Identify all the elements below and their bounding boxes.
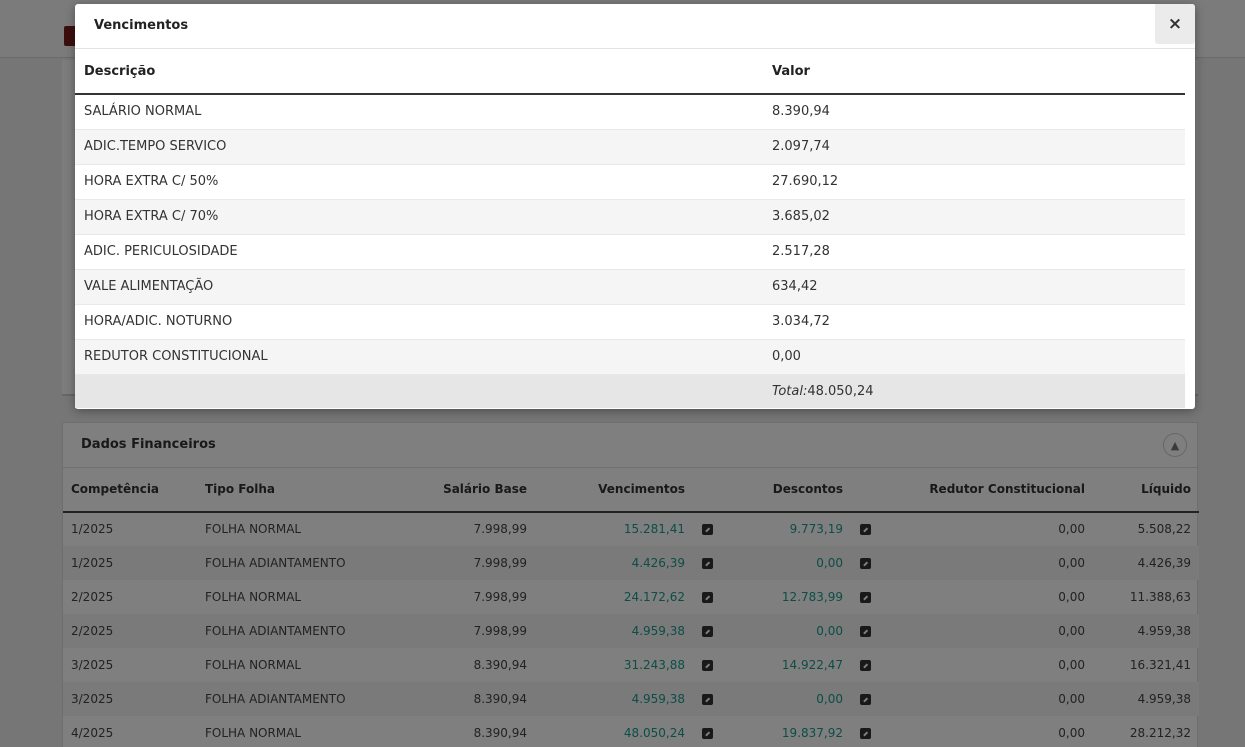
total-value: 48.050,24 — [807, 383, 874, 399]
total-cell: Total:48.050,24 — [763, 374, 1185, 408]
table-row: ADIC.TEMPO SERVICO 2.097,74 — [75, 129, 1185, 165]
col-descricao: Descrição — [75, 49, 763, 95]
total-row: Total:48.050,24 — [75, 374, 1185, 408]
row-value: 2.097,74 — [763, 129, 1185, 165]
col-valor: Valor — [763, 49, 1185, 95]
row-value: 2.517,28 — [763, 234, 1185, 270]
row-value: 3.685,02 — [763, 199, 1185, 235]
table-row: SALÁRIO NORMAL 8.390,94 — [75, 94, 1185, 130]
vencimentos-table: Descrição Valor SALÁRIO NORMAL 8.390,94 AD… — [75, 49, 1185, 408]
row-value: 27.690,12 — [763, 164, 1185, 200]
vencimentos-modal: Vencimentos × Descrição Valor SALÁRIO NO… — [75, 4, 1195, 409]
row-value: 0,00 — [763, 339, 1185, 375]
row-value: 3.034,72 — [763, 304, 1185, 340]
row-description: ADIC. PERICULOSIDADE — [75, 234, 763, 270]
modal-header: Vencimentos — [75, 4, 1195, 49]
row-description: HORA EXTRA C/ 70% — [75, 199, 763, 235]
vencimentos-table-body: SALÁRIO NORMAL 8.390,94 ADIC.TEMPO SERVICO… — [75, 94, 1185, 375]
table-row: VALE ALIMENTAÇÃO 634,42 — [75, 269, 1185, 305]
table-row: ADIC. PERICULOSIDADE 2.517,28 — [75, 234, 1185, 270]
modal-title: Vencimentos — [94, 18, 189, 33]
row-description: SALÁRIO NORMAL — [75, 94, 763, 130]
row-value: 8.390,94 — [763, 94, 1185, 130]
table-row: HORA EXTRA C/ 50% 27.690,12 — [75, 164, 1185, 200]
table-row: HORA/ADIC. NOTURNO 3.034,72 — [75, 304, 1185, 340]
row-description: ADIC.TEMPO SERVICO — [75, 129, 763, 165]
close-button[interactable]: × — [1155, 4, 1195, 44]
row-description: VALE ALIMENTAÇÃO — [75, 269, 763, 305]
table-row: REDUTOR CONSTITUCIONAL 0,00 — [75, 339, 1185, 375]
vencimentos-table-header: Descrição Valor — [75, 49, 1185, 95]
total-spacer — [75, 374, 763, 408]
total-label: Total: — [772, 383, 808, 399]
row-description: HORA/ADIC. NOTURNO — [75, 304, 763, 340]
row-description: HORA EXTRA C/ 50% — [75, 164, 763, 200]
row-value: 634,42 — [763, 269, 1185, 305]
row-description: REDUTOR CONSTITUCIONAL — [75, 339, 763, 375]
close-icon: × — [1167, 14, 1183, 34]
table-row: HORA EXTRA C/ 70% 3.685,02 — [75, 199, 1185, 235]
